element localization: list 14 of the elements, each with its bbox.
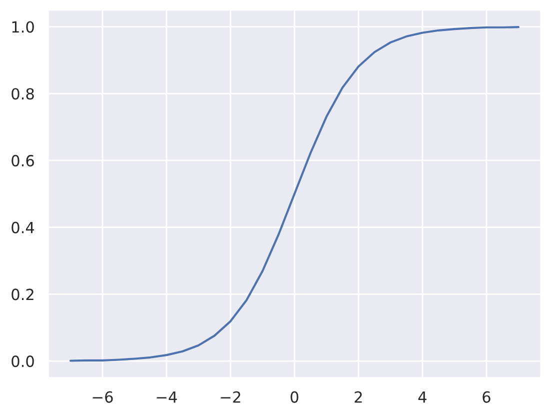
line-series [69, 26, 520, 362]
y-tick-label: 0.0 [12, 356, 34, 368]
y-tick-label: 1.0 [12, 21, 34, 33]
x-tick-label: 6 [482, 391, 490, 403]
y-tick-label: 0.8 [12, 88, 34, 100]
x-tick-label: −4 [156, 391, 177, 403]
x-tick-label: 2 [354, 391, 362, 403]
y-tick-label: 0.4 [12, 222, 34, 234]
x-tick-label: 4 [418, 391, 426, 403]
x-tick-label: 0 [290, 391, 298, 403]
y-tick-label: 0.6 [12, 154, 34, 166]
y-tick-label: 0.2 [12, 288, 34, 300]
x-tick-label: −2 [220, 391, 240, 403]
x-tick-label: −6 [92, 391, 113, 403]
